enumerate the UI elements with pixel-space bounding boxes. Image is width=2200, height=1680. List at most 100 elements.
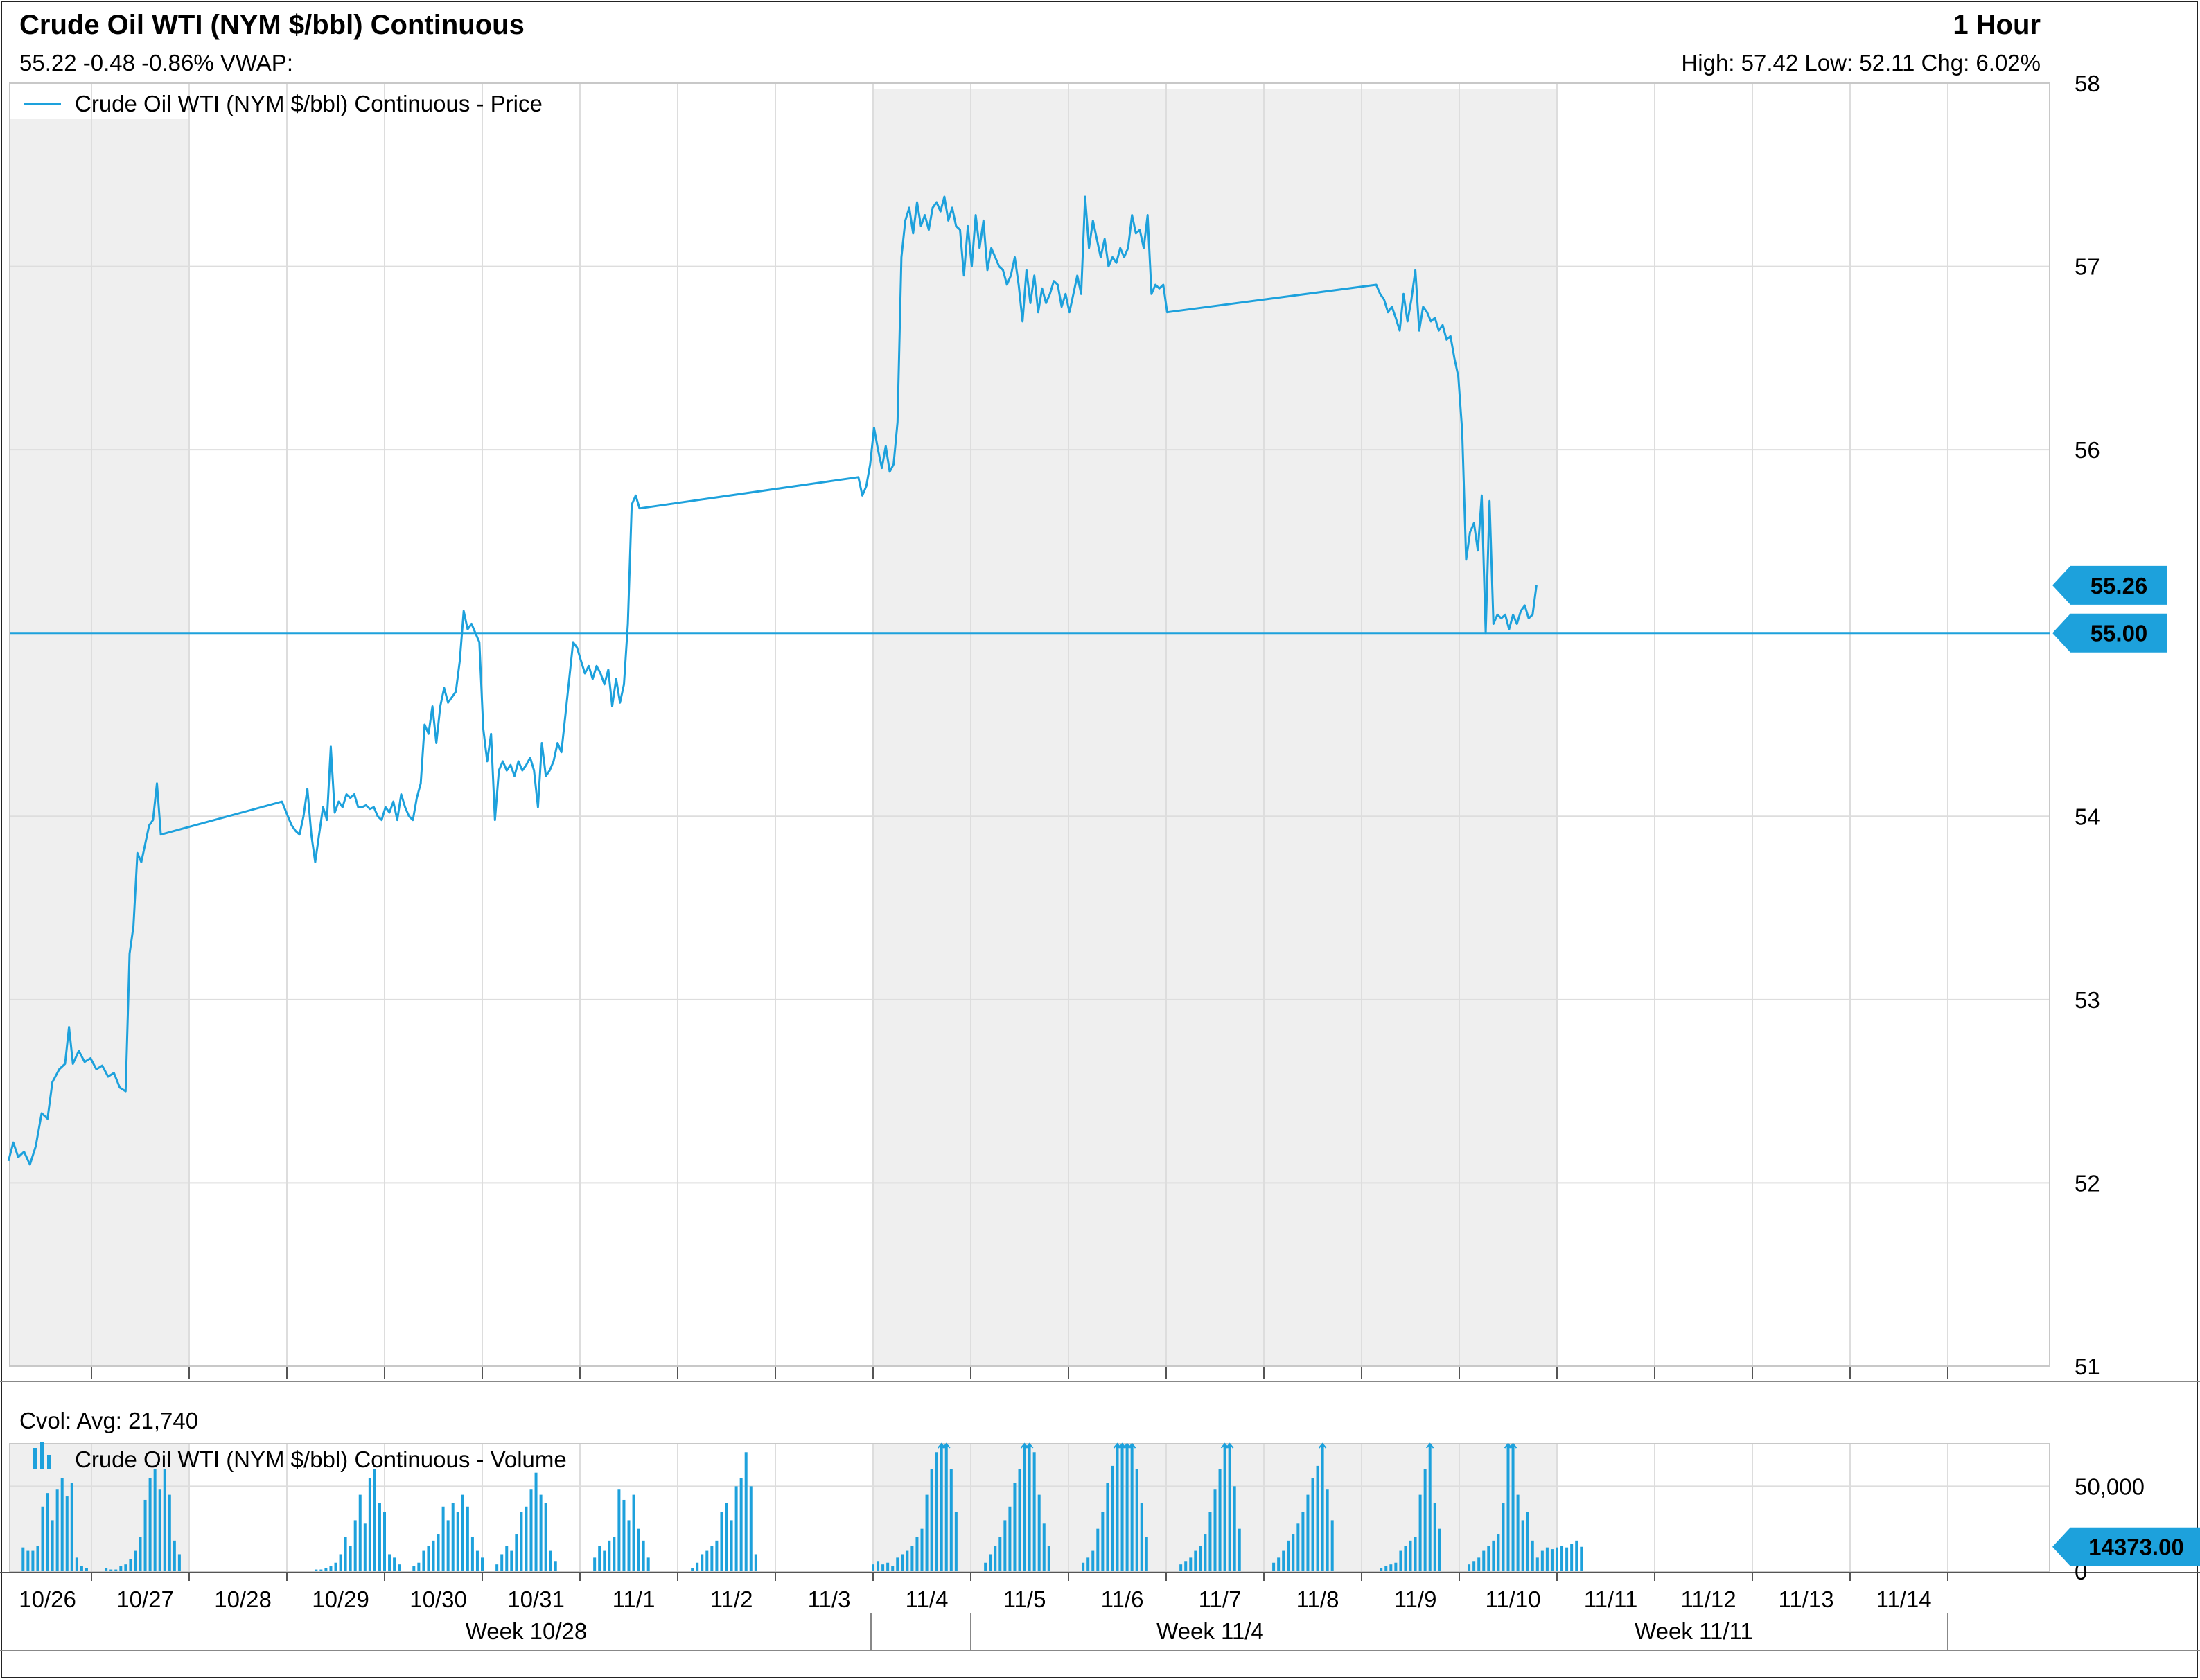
volume-bar	[944, 1444, 948, 1571]
volume-overflow-mark	[1508, 1442, 1517, 1449]
volume-bar	[1194, 1550, 1197, 1571]
y-tick-label: 57	[2075, 254, 2100, 280]
volume-bar	[432, 1540, 435, 1571]
volume-bar	[26, 1550, 30, 1571]
volume-bar	[105, 1568, 108, 1571]
volume-bar	[75, 1557, 78, 1571]
volume-legend-swatch	[47, 1455, 51, 1469]
volume-bar	[324, 1568, 328, 1571]
volume-bar	[877, 1561, 880, 1571]
volume-bar	[1213, 1489, 1217, 1571]
volume-bar	[539, 1494, 543, 1571]
volume-bar	[119, 1566, 123, 1571]
volume-bar	[148, 1478, 152, 1571]
price-legend-label: Crude Oil WTI (NYM $/bbl) Continuous - P…	[75, 91, 543, 116]
volume-bar	[1120, 1444, 1124, 1571]
reference-tag-shape	[2052, 613, 2167, 653]
volume-bar	[500, 1554, 504, 1571]
volume-bar	[451, 1503, 455, 1571]
volume-bar	[1189, 1557, 1193, 1571]
volume-bar	[495, 1564, 499, 1571]
volume-bar	[1135, 1469, 1138, 1571]
volume-bar	[173, 1540, 176, 1571]
volume-bar	[1028, 1444, 1031, 1571]
volume-bar	[642, 1540, 645, 1571]
volume-bar	[470, 1537, 474, 1571]
volume-bar	[412, 1566, 416, 1571]
volume-bar	[1565, 1547, 1569, 1571]
volume-bar	[720, 1512, 723, 1571]
volume-bar	[349, 1546, 352, 1571]
volume-bar	[437, 1534, 440, 1571]
volume-bar	[1560, 1546, 1564, 1571]
price-panel	[9, 82, 2050, 1367]
last-price-tag-label: 55.26	[2091, 573, 2148, 599]
volume-bar	[134, 1550, 137, 1571]
range-stats: High: 57.42 Low: 52.11 Chg: 6.02%	[1681, 50, 2041, 76]
reference-tag-label: 55.00	[2091, 621, 2148, 646]
volume-bar	[344, 1537, 347, 1571]
volume-bar	[1428, 1444, 1432, 1571]
volume-bar	[1404, 1546, 1407, 1571]
volume-bar	[1521, 1520, 1524, 1571]
volume-bar	[461, 1494, 464, 1571]
volume-bar	[1423, 1469, 1427, 1571]
volume-legend[interactable]: Crude Oil WTI (NYM $/bbl) Continuous - V…	[33, 1442, 567, 1472]
volume-bar	[593, 1557, 597, 1571]
interval-label[interactable]: 1 Hour	[1953, 10, 2041, 40]
volume-bar	[1218, 1469, 1222, 1571]
volume-bar	[177, 1554, 181, 1571]
volume-bar	[1330, 1520, 1334, 1571]
volume-tick-label: 50,000	[2075, 1474, 2145, 1499]
volume-bar	[422, 1550, 425, 1571]
x-tick-label: 11/12	[1680, 1586, 1736, 1612]
volume-bar	[505, 1546, 509, 1571]
x-tick-label: 10/31	[507, 1586, 565, 1612]
quote-summary: 55.22 -0.48 -0.86% VWAP:	[19, 50, 293, 76]
volume-bar	[989, 1554, 992, 1571]
volume-bar	[1326, 1489, 1329, 1571]
volume-bar	[925, 1494, 929, 1571]
volume-bar	[520, 1512, 523, 1571]
volume-bar	[334, 1562, 337, 1571]
volume-bar	[60, 1478, 64, 1571]
volume-bar	[632, 1494, 635, 1571]
volume-bar	[1277, 1557, 1281, 1571]
volume-bar	[1018, 1469, 1021, 1571]
x-tick-label: 11/1	[613, 1586, 655, 1612]
volume-bar	[1311, 1478, 1314, 1571]
volume-bar	[1101, 1512, 1105, 1571]
volume-bar	[1145, 1537, 1148, 1571]
volume-bar	[315, 1569, 318, 1571]
x-tick-label: 11/8	[1296, 1586, 1339, 1612]
volume-bar	[475, 1550, 479, 1571]
volume-bar	[896, 1557, 899, 1571]
week-label: Week 10/28	[466, 1618, 588, 1644]
volume-bar	[949, 1469, 953, 1571]
volume-bar	[1394, 1562, 1398, 1571]
volume-bar	[31, 1550, 35, 1571]
volume-bar	[1570, 1544, 1574, 1571]
volume-bar	[139, 1537, 142, 1571]
volume-bar	[1418, 1494, 1422, 1571]
volume-bar	[1296, 1523, 1300, 1571]
volume-bar	[1306, 1494, 1310, 1571]
volume-bar	[1013, 1483, 1017, 1571]
chart-title: Crude Oil WTI (NYM $/bbl) Continuous	[19, 10, 525, 40]
volume-bar	[1179, 1564, 1183, 1571]
volume-bar	[109, 1569, 113, 1571]
volume-bar	[319, 1569, 323, 1571]
price-lines	[7, 195, 2050, 1166]
last-volume-tag-label: 14373.00	[2088, 1535, 2184, 1560]
volume-bar	[481, 1557, 484, 1571]
volume-bar	[1282, 1550, 1285, 1571]
volume-bar	[935, 1452, 938, 1571]
volume-bar	[1130, 1444, 1134, 1571]
x-tick-label: 10/28	[214, 1586, 272, 1612]
volume-bar	[1199, 1546, 1202, 1571]
volume-bar	[388, 1554, 391, 1571]
volume-bar	[930, 1469, 933, 1571]
price-legend[interactable]: Crude Oil WTI (NYM $/bbl) Continuous - P…	[24, 91, 543, 116]
